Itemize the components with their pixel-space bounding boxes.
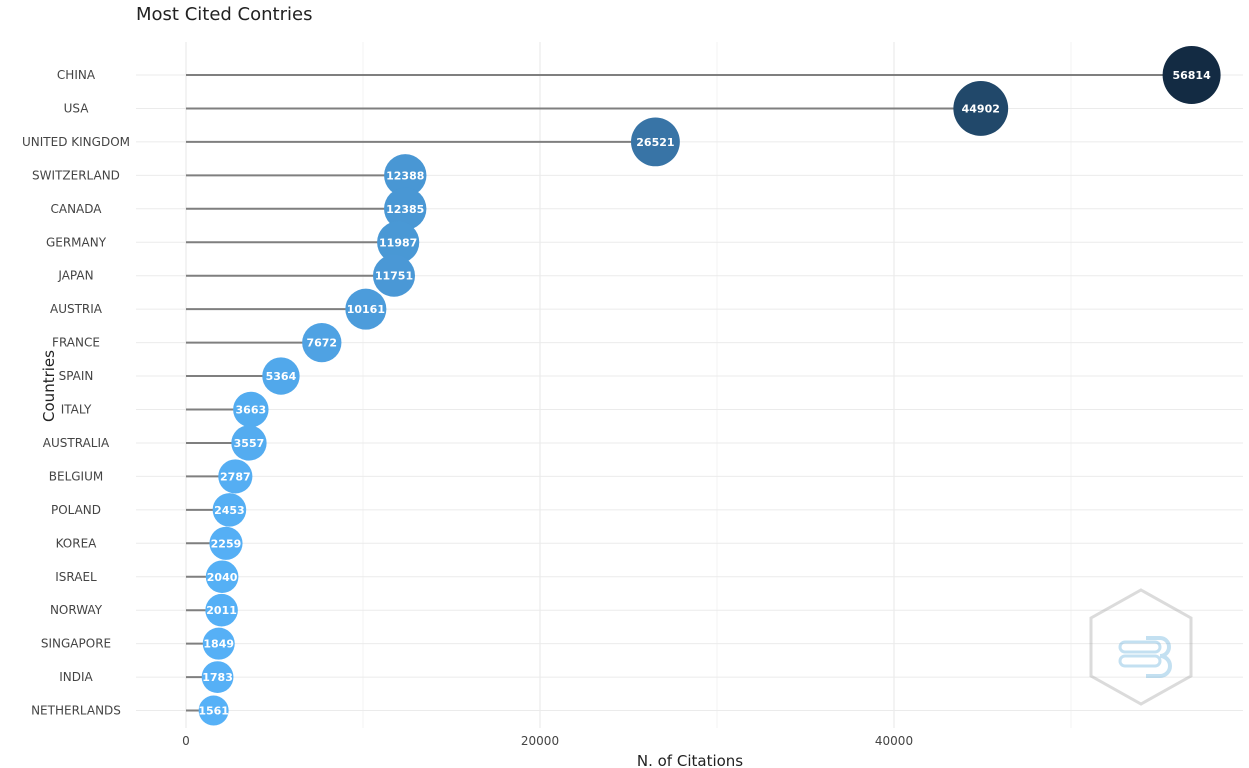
lollipop-dot [202,627,235,660]
value-label: 10161 [347,303,385,316]
dot-layer [198,46,1221,726]
y-category-label: KOREA [56,536,98,550]
value-label: 12385 [386,203,424,216]
chart-title: Most Cited Contries [136,4,313,25]
y-category-label: ITALY [61,403,92,417]
lollipop-dot [218,459,253,494]
y-category-label: SINGAPORE [41,637,111,651]
value-label: 44902 [962,102,1000,115]
lollipop-dot [205,560,239,594]
y-axis-title: Countries [40,350,58,422]
value-label: 12388 [386,169,424,182]
y-category-label: JAPAN [57,269,93,283]
value-label: 1849 [203,638,234,651]
y-category-label: BELGIUM [49,469,103,483]
value-label: 2011 [206,604,237,617]
stem-layer [186,74,1192,712]
lollipop-dot [205,593,238,627]
y-category-label: CHINA [57,68,96,82]
value-label: 1561 [198,705,229,718]
y-category-label: CANADA [50,202,102,216]
lollipop-dot [377,221,420,264]
lollipop-dot [212,493,247,527]
value-label: 2040 [207,571,238,584]
y-category-label: INDIA [59,670,93,684]
y-category-label: ISRAEL [55,570,97,584]
x-tick-label: 20000 [521,734,559,748]
lollipop-dot [372,254,416,297]
y-category-label: NORWAY [50,603,103,617]
x-axis-title: N. of Citations [637,752,743,768]
lollipop-dot [198,695,229,726]
lollipop-dot [384,187,427,230]
value-label: 3557 [234,437,265,450]
value-label: 11751 [375,270,413,283]
lollipop-dot [1162,46,1221,104]
value-label: 1783 [202,671,233,684]
value-label: 2259 [211,537,242,550]
lollipop-dot [233,391,269,428]
grid-layer [136,42,1243,728]
lollipop-dot [384,154,427,197]
value-label: 2787 [220,470,251,483]
y-category-label: SWITZERLAND [32,168,120,182]
x-tick-label: 40000 [875,734,913,748]
value-label: 7672 [306,337,337,350]
value-label: 3663 [236,404,267,417]
y-category-label: AUSTRALIA [43,436,110,450]
value-label: 5364 [266,370,297,383]
y-category-label: SPAIN [59,369,94,383]
y-category-label: NETHERLANDS [31,704,121,718]
lollipop-dot [345,288,387,330]
value-label: 26521 [636,136,674,149]
y-category-label: AUSTRIA [50,302,103,316]
y-category-label: UNITED KINGDOM [22,135,130,149]
lollipop-dot [262,357,300,395]
y-category-label: USA [64,101,90,115]
bibliometrix-logo [1089,588,1193,706]
label-layer: 56814 44902 26521 12388 12385 11987 11751 10161… [198,69,1211,718]
value-label: 56814 [1172,69,1211,82]
lollipop-dot [201,661,234,693]
lollipop-dot [231,425,267,461]
lollipop-dot [302,322,342,363]
value-label: 11987 [379,236,417,249]
y-category-label: POLAND [51,503,101,517]
y-category-label: GERMANY [46,235,107,249]
y-category-label: FRANCE [52,336,100,350]
axis-layer: 0 20000 40000 CHINA USA UNITED KINGDOM SWITZER… [22,68,913,748]
x-tick-label: 0 [182,734,190,748]
lollipop-dot [209,526,243,560]
value-label: 2453 [214,504,245,517]
lollipop-dot [631,117,680,167]
lollipop-dot [953,81,1009,136]
